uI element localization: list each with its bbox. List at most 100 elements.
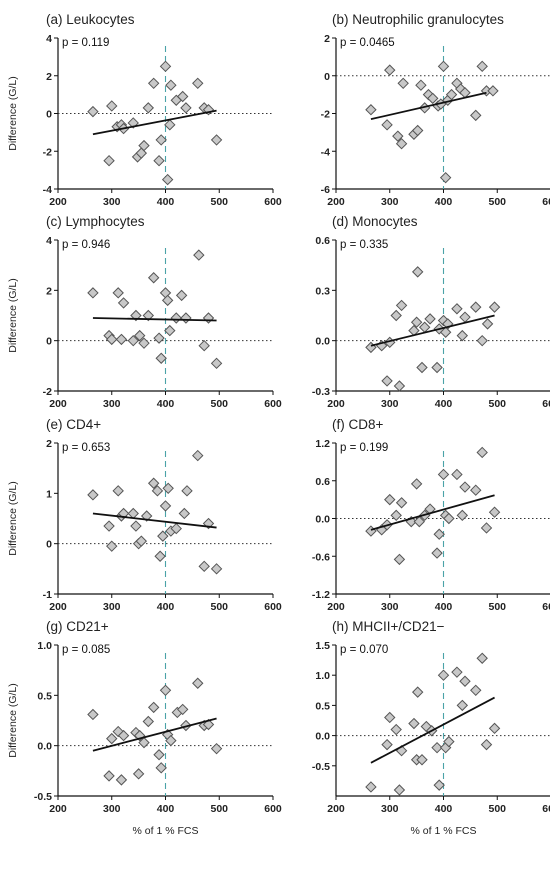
data-point	[165, 79, 177, 91]
data-point	[395, 299, 408, 312]
chart-panel-4: (e) CD4+ p = 0.653 -1 0 1 2 200 300 400 500 600 Dif…	[7, 417, 282, 613]
data-point	[164, 324, 176, 337]
data-point	[451, 303, 463, 315]
data-point	[456, 509, 469, 522]
data-point	[155, 352, 167, 364]
x-tick-label: 300	[103, 803, 121, 815]
x-tick-label: 300	[381, 803, 399, 815]
data-point	[439, 326, 452, 338]
data-point	[390, 509, 402, 522]
x-tick-label: 500	[488, 803, 506, 815]
data-point	[157, 530, 169, 542]
data-point	[437, 60, 450, 73]
data-point	[415, 79, 427, 91]
regression-line	[92, 317, 217, 322]
data-point	[103, 770, 115, 782]
x-tick-label: 400	[157, 803, 175, 815]
x-tick-label: 500	[210, 196, 228, 208]
data-point	[153, 332, 165, 344]
data-point	[443, 735, 455, 748]
data-point	[413, 515, 426, 528]
y-tick-label: -2	[321, 109, 330, 121]
data-point	[87, 489, 99, 501]
y-tick-label: 1.5	[315, 640, 330, 652]
data-point	[127, 334, 139, 347]
x-tick-label: 600	[542, 601, 550, 613]
panel-title: (e) CD4+	[46, 417, 101, 432]
data-point	[161, 294, 174, 307]
panel-title: (d) Monocytes	[332, 214, 418, 229]
x-tick-label: 300	[381, 196, 399, 208]
data-point	[192, 677, 204, 689]
data-point	[433, 528, 445, 540]
data-point	[393, 553, 406, 566]
x-tick-label: 500	[210, 803, 228, 815]
regression-line	[92, 717, 217, 752]
y-tick-label: 1.0	[37, 640, 52, 652]
data-point	[176, 90, 189, 103]
panel-title: (h) MHCII+/CD21−	[332, 619, 445, 634]
y-tick-label: -4	[43, 184, 52, 196]
panel-title: (b) Neutrophilic granulocytes	[332, 12, 504, 27]
data-point	[410, 316, 423, 328]
data-point	[411, 266, 424, 278]
y-tick-label: 0	[324, 71, 330, 83]
data-point	[142, 309, 155, 322]
regression-line	[92, 512, 217, 529]
data-point	[390, 309, 402, 322]
y-tick-label: 2	[46, 71, 52, 83]
data-point	[390, 723, 402, 736]
data-point	[392, 130, 404, 142]
x-tick-label: 200	[327, 196, 345, 208]
data-point	[210, 563, 223, 575]
data-point	[410, 478, 423, 490]
data-point	[147, 701, 160, 714]
data-point	[202, 312, 215, 324]
y-tick-label: -4	[321, 146, 330, 158]
y-tick-label: 0.5	[37, 690, 52, 702]
data-point	[147, 477, 160, 489]
data-point	[424, 313, 436, 325]
x-tick-label: 300	[381, 601, 399, 613]
y-tick-label: 2	[46, 285, 52, 297]
y-axis-label: Difference (G/L)	[7, 278, 19, 353]
data-point	[480, 738, 493, 751]
data-point	[381, 375, 393, 387]
data-point	[147, 272, 160, 284]
data-point	[487, 85, 499, 97]
regression-line	[370, 91, 487, 121]
data-point	[488, 301, 501, 313]
data-point	[210, 357, 223, 370]
data-point	[431, 547, 443, 559]
data-point	[130, 520, 142, 532]
y-tick-label: 0.0	[37, 741, 52, 753]
x-tick-label: 400	[157, 196, 175, 208]
regression-line	[370, 696, 495, 764]
data-point	[443, 512, 455, 525]
chart-panel-6: (g) CD21+ p = 0.085 -0.5 0.0 0.5 1.0 200 300 400…	[7, 619, 282, 837]
x-tick-label: 300	[381, 398, 399, 410]
chart-panel-5: (f) CD8+ p = 0.199 -1.2 -0.6 0.0 0.6 1.2 200 300…	[312, 417, 550, 613]
y-tick-label: -2	[43, 386, 52, 398]
x-tick-label: 600	[264, 803, 282, 815]
p-value: p = 0.653	[62, 442, 110, 454]
y-tick-label: 0.0	[315, 731, 330, 743]
x-tick-label: 300	[103, 601, 121, 613]
y-tick-label: -0.5	[312, 761, 330, 773]
y-tick-label: 0	[46, 539, 52, 551]
data-point	[112, 287, 124, 299]
p-value: p = 0.199	[340, 442, 388, 454]
y-axis-label: Difference (G/L)	[7, 683, 19, 758]
data-point	[147, 77, 160, 90]
x-tick-label: 500	[210, 398, 228, 410]
data-point	[159, 684, 172, 697]
data-point	[87, 708, 99, 721]
p-value: p = 0.946	[62, 239, 110, 251]
data-point	[476, 334, 488, 347]
data-point	[192, 77, 204, 90]
data-point	[198, 560, 210, 573]
data-point	[106, 732, 118, 745]
data-point	[155, 762, 167, 774]
data-point	[384, 493, 396, 506]
y-tick-label: 0.0	[315, 514, 330, 526]
